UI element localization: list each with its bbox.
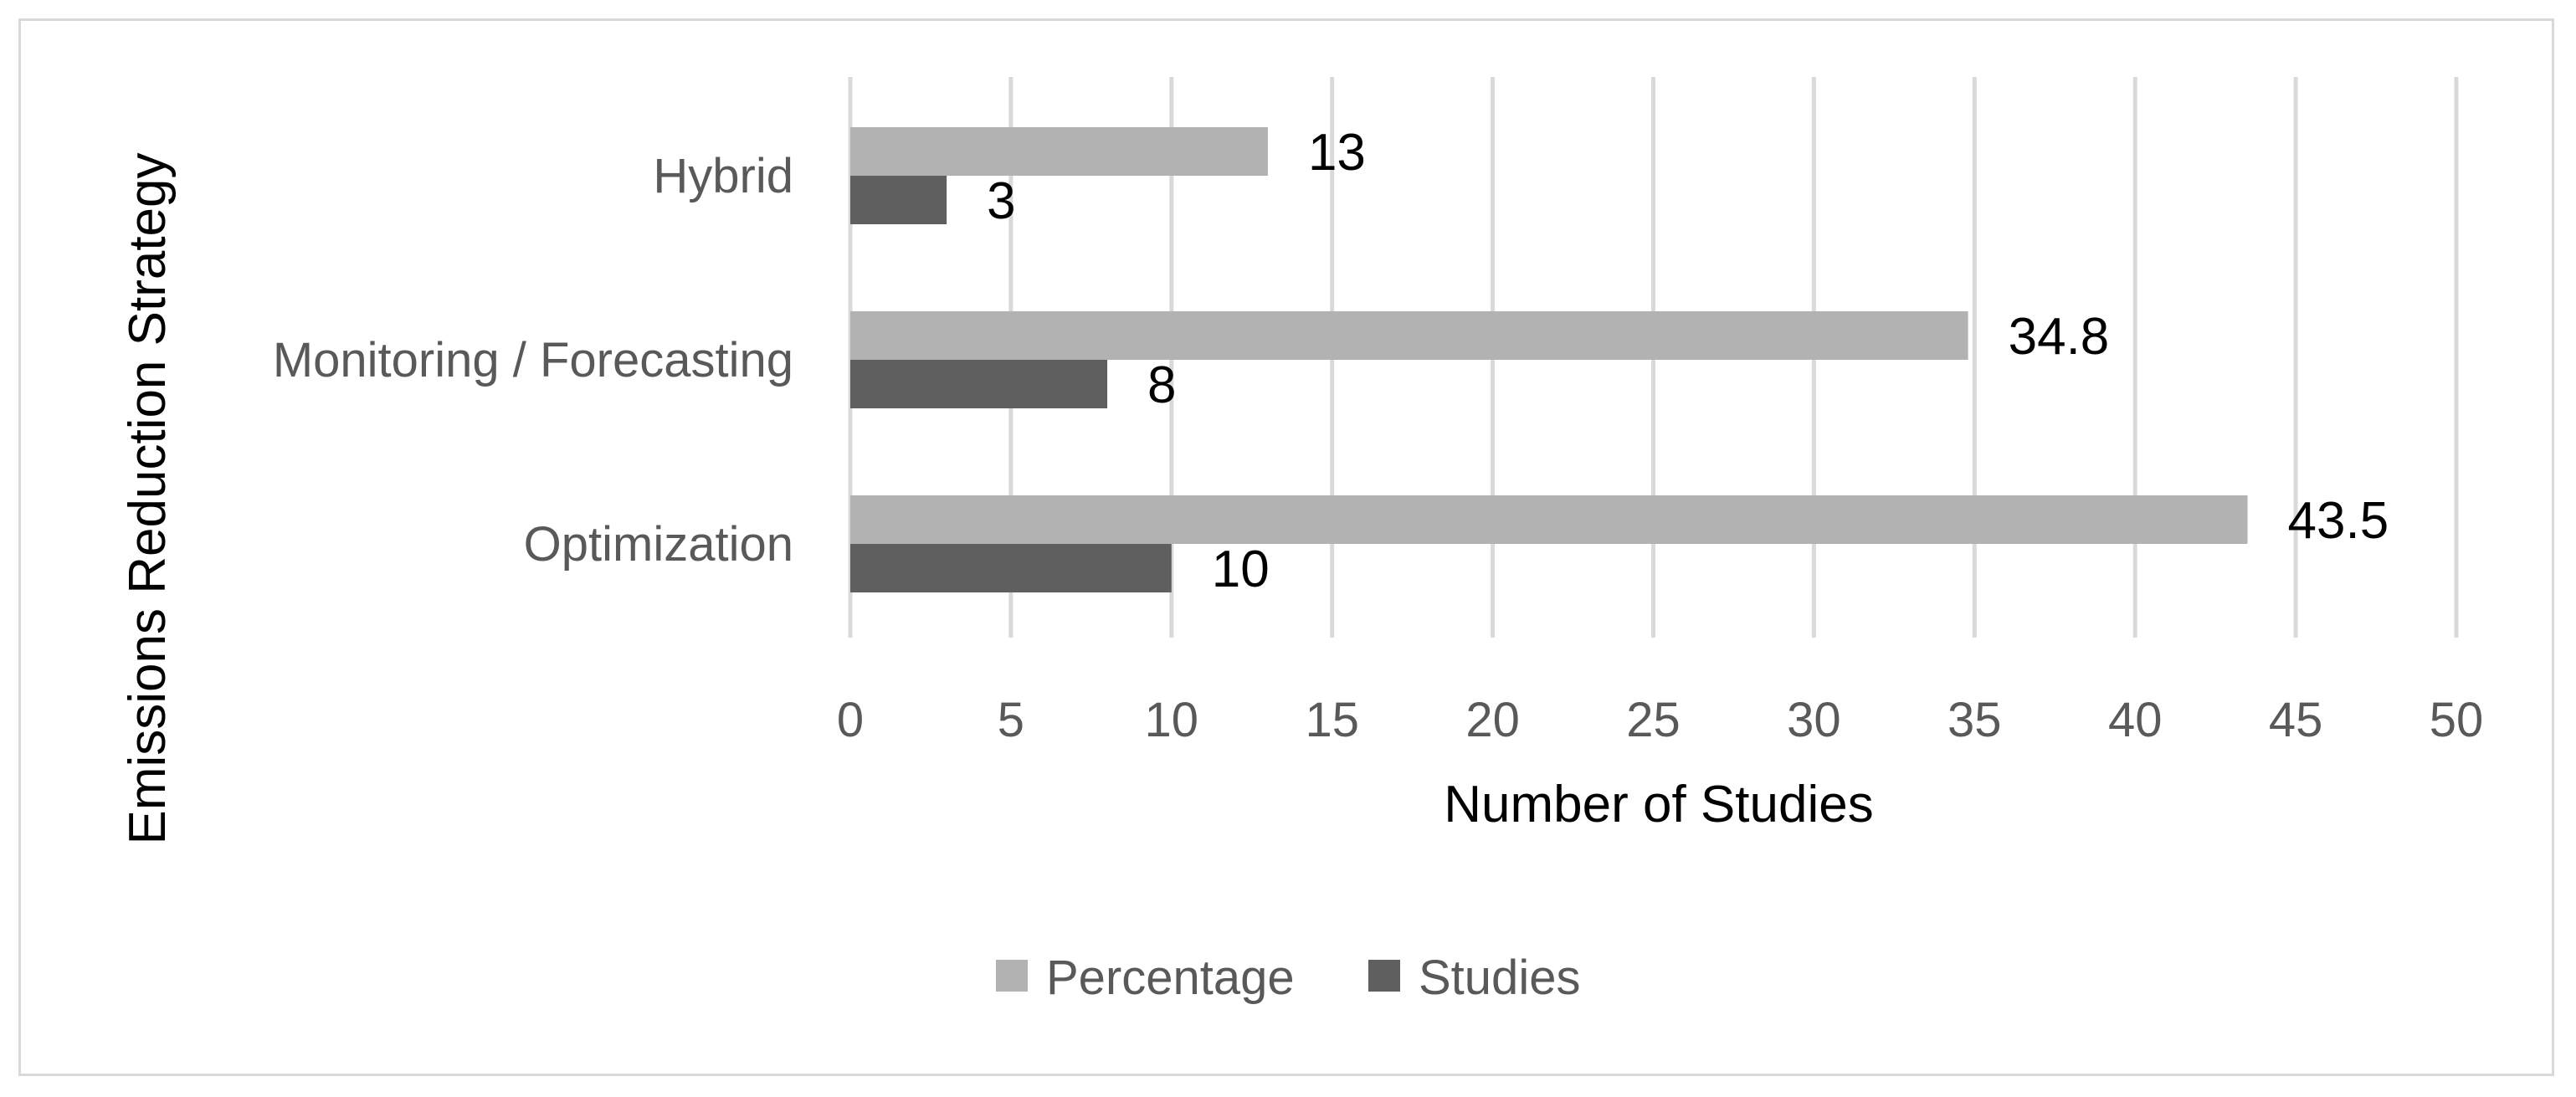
x-axis-title: Number of Studies — [1444, 776, 1873, 833]
data-label: 13 — [1308, 124, 1366, 182]
bar-percentage — [850, 127, 1268, 176]
x-tick-label: 30 — [1787, 693, 1841, 747]
bar-studies — [850, 360, 1107, 408]
data-label: 3 — [987, 172, 1015, 230]
bar-percentage — [850, 311, 1968, 360]
x-tick-label: 0 — [837, 693, 864, 747]
bar-studies — [850, 176, 947, 224]
category-label: Optimization — [524, 517, 793, 572]
category-label: Monitoring / Forecasting — [273, 333, 793, 387]
x-tick-label: 20 — [1465, 693, 1520, 747]
x-tick-label: 45 — [2269, 693, 2323, 747]
legend: Percentage Studies — [996, 951, 1580, 1005]
x-tick-label: 5 — [998, 693, 1024, 747]
legend-swatch-percentage — [996, 960, 1028, 992]
legend-swatch-studies — [1368, 960, 1400, 992]
category-label: Hybrid — [653, 149, 793, 203]
legend-label: Studies — [1419, 951, 1580, 1005]
legend-label: Percentage — [1046, 951, 1295, 1005]
x-tick-label: 50 — [2430, 693, 2484, 747]
data-label: 8 — [1147, 356, 1176, 414]
x-tick-label: 10 — [1145, 693, 1199, 747]
data-label: 10 — [1212, 541, 1270, 598]
category-axis: Hybrid Monitoring / Forecasting Optimizati… — [273, 149, 793, 572]
x-tick-label: 35 — [1947, 693, 2002, 747]
x-tick-label: 15 — [1305, 693, 1359, 747]
data-label: 43.5 — [2288, 492, 2389, 550]
x-tick-label: 40 — [2108, 693, 2163, 747]
data-label: 34.8 — [2009, 308, 2110, 366]
bar-percentage — [850, 495, 2248, 544]
x-tick-label: 25 — [1626, 693, 1681, 747]
bar-studies — [850, 544, 1172, 592]
value-axis: 0 5 10 15 20 25 30 35 40 45 50 — [837, 693, 2483, 747]
y-axis-title: Emissions Reduction Strategy — [119, 152, 177, 844]
